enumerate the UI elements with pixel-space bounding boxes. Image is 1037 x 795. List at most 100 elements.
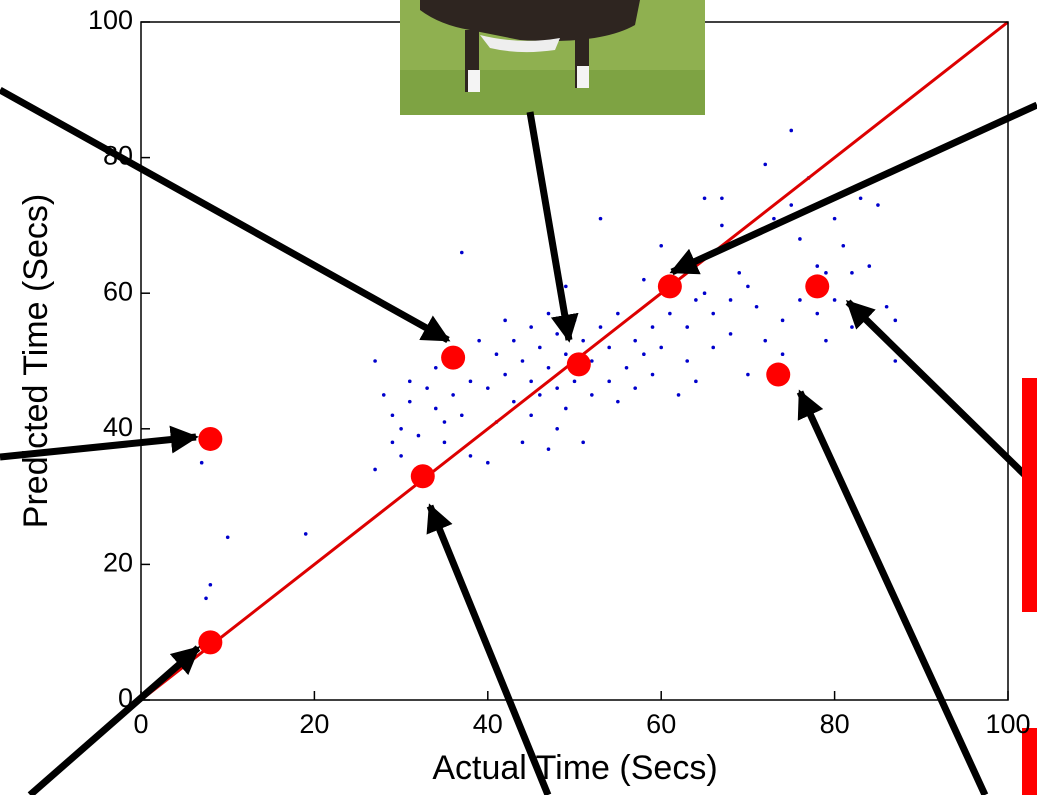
data-point: [225, 535, 230, 540]
data-point: [607, 345, 611, 350]
data-point: [442, 440, 447, 445]
data-point: [390, 440, 395, 445]
data-point: [451, 393, 455, 397]
data-point: [459, 250, 464, 255]
data-point: [694, 298, 698, 302]
data-point: [590, 393, 594, 397]
highlight-point: [566, 352, 591, 377]
data-point: [468, 379, 473, 384]
data-point: [555, 427, 559, 431]
y-tick-label: 40: [103, 412, 133, 442]
data-point: [204, 596, 208, 601]
data-point: [659, 243, 663, 248]
data-point: [529, 379, 533, 384]
data-point: [616, 311, 620, 316]
data-point: [650, 325, 655, 329]
data-point: [858, 196, 863, 201]
data-point: [702, 196, 707, 201]
data-point: [399, 454, 403, 458]
data-point: [815, 311, 820, 316]
data-point: [538, 393, 542, 397]
data-point: [373, 359, 377, 363]
data-point: [520, 440, 525, 445]
data-point: [503, 318, 507, 323]
data-point: [642, 352, 646, 357]
data-point: [737, 271, 742, 275]
data-point: [789, 203, 794, 207]
data-point: [407, 399, 412, 404]
data-point: [772, 216, 776, 221]
data-point: [494, 352, 499, 357]
y-tick-label: 80: [103, 141, 133, 171]
y-axis-label: Predicted Time (Secs): [17, 194, 55, 528]
data-point: [754, 304, 759, 309]
data-point: [468, 454, 473, 458]
data-point: [720, 223, 724, 228]
data-point: [884, 304, 889, 309]
data-point: [199, 460, 204, 465]
data-point: [659, 345, 663, 350]
data-point: [512, 399, 516, 404]
data-point: [720, 196, 724, 201]
data-point: [850, 325, 854, 329]
data-point: [893, 359, 898, 363]
data-point: [824, 338, 828, 343]
plot-area: [140, 20, 1009, 702]
data-point: [685, 325, 690, 329]
data-point: [590, 359, 594, 363]
data-point: [564, 284, 568, 289]
data-point: [407, 379, 412, 384]
data-point: [598, 325, 603, 329]
x-tick-label: 80: [820, 709, 850, 739]
data-point: [607, 379, 611, 384]
data-point: [442, 420, 447, 424]
data-point: [824, 271, 828, 275]
x-tick-label: 0: [133, 709, 148, 739]
y-tick-label: 60: [103, 276, 133, 306]
data-point: [789, 128, 794, 133]
data-point: [425, 386, 429, 390]
data-point: [477, 338, 481, 343]
data-point: [711, 345, 716, 350]
y-tick-label: 0: [118, 683, 133, 713]
data-point: [685, 359, 690, 363]
data-point: [572, 318, 577, 323]
data-point: [546, 365, 551, 370]
data-point: [529, 325, 533, 329]
data-point: [746, 284, 750, 289]
data-point: [650, 372, 655, 377]
data-point: [529, 413, 533, 418]
data-point: [598, 216, 603, 221]
data-point: [815, 264, 820, 268]
data-point: [486, 460, 490, 465]
data-point: [433, 365, 438, 370]
data-point: [564, 352, 568, 357]
data-point: [832, 216, 837, 221]
highlight-point: [805, 274, 830, 299]
data-point: [564, 406, 568, 411]
data-point: [381, 393, 386, 397]
data-point: [581, 440, 585, 445]
x-tick-label: 60: [646, 709, 676, 739]
data-point: [486, 386, 490, 390]
data-point: [780, 352, 785, 357]
data-point: [633, 386, 637, 390]
data-point: [538, 345, 542, 350]
highlight-point: [198, 630, 223, 655]
y-tick-label: 100: [88, 5, 133, 35]
data-point: [572, 379, 577, 384]
data-point: [520, 359, 525, 363]
data-point: [694, 379, 698, 384]
data-point: [702, 291, 707, 296]
arrows: [0, 86, 1037, 795]
highlight-point: [766, 362, 791, 387]
data-point: [798, 298, 802, 302]
data-point: [876, 203, 880, 207]
data-point: [841, 243, 846, 248]
side-boxes: [1022, 378, 1037, 795]
data-point: [616, 399, 620, 404]
data-point: [581, 338, 585, 343]
x-axis-label: Actual Time (Secs): [432, 749, 717, 787]
data-point: [728, 298, 733, 302]
